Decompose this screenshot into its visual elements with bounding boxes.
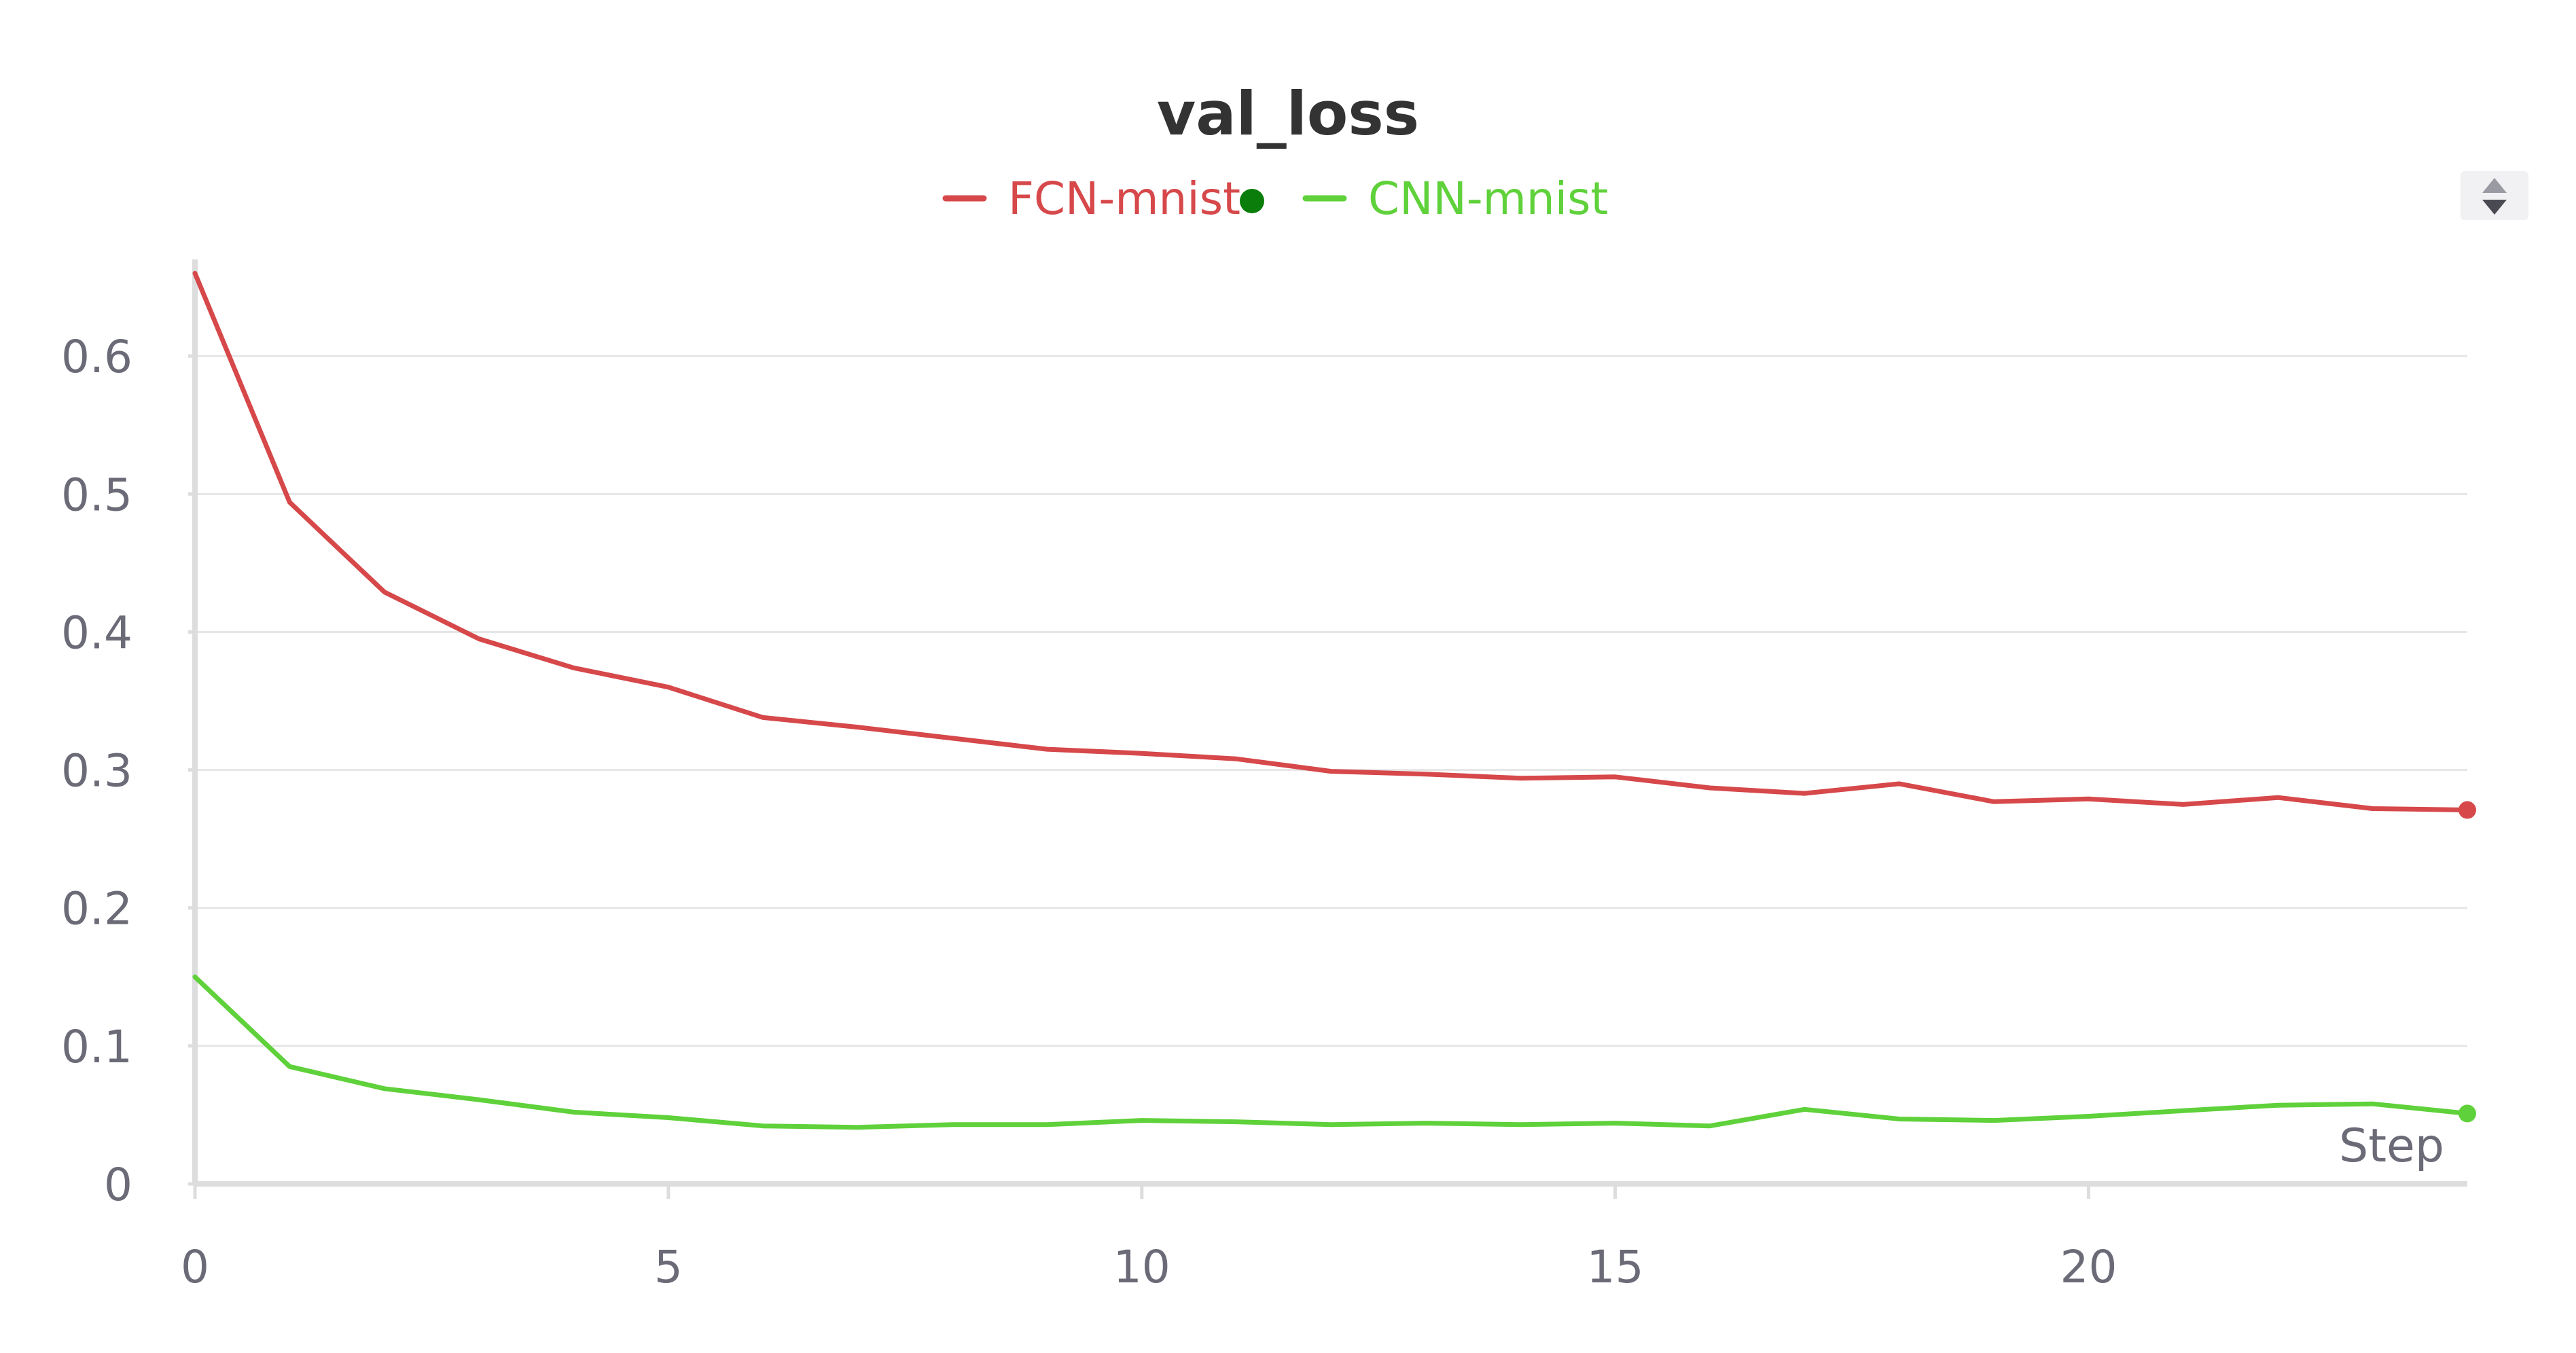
series-line-CNN-mnist xyxy=(192,974,2470,1130)
y-tick-label: 0.3 xyxy=(61,745,132,797)
series-end-point-CNN-mnist xyxy=(2458,1104,2476,1123)
y-tick-label: 0.4 xyxy=(61,607,132,659)
y-tick-label: 0.1 xyxy=(61,1021,132,1073)
up-down-arrows-icon xyxy=(2482,178,2507,215)
x-axis-ticks: 0 5 10 15 20 xyxy=(181,1184,2117,1293)
legend-label-FCN-mnist[interactable]: FCN-mnist xyxy=(1008,173,1240,225)
y-tick-label: 0.6 xyxy=(61,331,132,383)
x-tick-label: 10 xyxy=(1113,1241,1170,1293)
x-tick-label: 20 xyxy=(2060,1241,2117,1293)
chart-title: val_loss xyxy=(1157,79,1419,149)
legend: FCN-mnist CNN-mnist xyxy=(942,173,1608,225)
series-lines xyxy=(192,270,2476,1130)
series-end-point-FCN-mnist xyxy=(2458,801,2476,819)
y-tick-label: 0.2 xyxy=(61,883,132,935)
x-axis-label: Step xyxy=(2339,1119,2444,1173)
x-tick-label: 15 xyxy=(1587,1241,1644,1293)
sort-toggle-background xyxy=(2461,171,2528,220)
grid-lines xyxy=(195,355,2467,1047)
x-tick-label: 5 xyxy=(654,1241,683,1293)
sort-toggle-button[interactable] xyxy=(2461,171,2528,220)
x-tick-label: 0 xyxy=(181,1241,209,1293)
y-tick-label: 0 xyxy=(104,1159,132,1211)
legend-label-CNN-mnist[interactable]: CNN-mnist xyxy=(1368,173,1608,225)
series-line-FCN-mnist xyxy=(192,270,2470,812)
y-tick-label: 0.5 xyxy=(61,469,132,521)
y-axis-ticks: 0 0.1 0.2 0.3 0.4 0.5 0.6 xyxy=(61,331,195,1211)
legend-highlight-dot xyxy=(1240,189,1264,213)
